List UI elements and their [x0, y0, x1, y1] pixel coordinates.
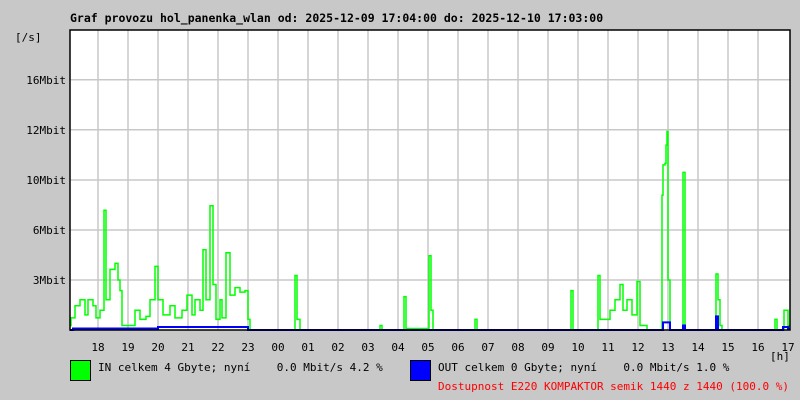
- plot-frame: [69, 29, 791, 331]
- x-tick-label: 14: [691, 341, 705, 354]
- x-tick-label: 17: [781, 341, 794, 354]
- legend-out-swatch: [410, 360, 431, 381]
- availability-text: Dostupnost E220 KOMPAKTOR semik 1440 z 1…: [438, 380, 789, 393]
- x-tick-label: 05: [421, 341, 434, 354]
- x-tick-label: 09: [541, 341, 554, 354]
- x-tick-label: 08: [511, 341, 524, 354]
- x-tick-label: 04: [391, 341, 405, 354]
- y-tick-label: 12Mbit: [26, 124, 66, 137]
- y-tick-label: 16Mbit: [26, 74, 66, 87]
- x-tick-label: 12: [631, 341, 644, 354]
- x-tick-label: 00: [271, 341, 284, 354]
- x-tick-label: 11: [601, 341, 614, 354]
- y-tick-label: 3Mbit: [33, 274, 66, 287]
- x-tick-label: 15: [721, 341, 734, 354]
- x-tick-label: 18: [91, 341, 104, 354]
- y-tick-label: 6Mbit: [33, 224, 66, 237]
- x-tick-label: 21: [181, 341, 194, 354]
- x-tick-label: 16: [751, 341, 764, 354]
- x-tick-label: 03: [361, 341, 374, 354]
- x-tick-label: 07: [481, 341, 494, 354]
- legend-in-swatch: [70, 360, 91, 381]
- legend-in-text: IN celkem 4 Gbyte; nyní 0.0 Mbit/s 4.2 %: [98, 361, 383, 374]
- x-tick-label: 06: [451, 341, 464, 354]
- y-axis-unit: [/s]: [15, 31, 42, 44]
- x-tick-label: 23: [241, 341, 254, 354]
- x-tick-label: 10: [571, 341, 584, 354]
- x-tick-label: 22: [211, 341, 224, 354]
- x-tick-label: 20: [151, 341, 164, 354]
- y-tick-label: 10Mbit: [26, 174, 66, 187]
- x-tick-label: 02: [331, 341, 344, 354]
- legend-out-text: OUT celkem 0 Gbyte; nyní 0.0 Mbit/s 1.0 …: [438, 361, 730, 374]
- x-axis-unit: [h]: [770, 350, 790, 363]
- x-tick-label: 13: [661, 341, 674, 354]
- chart-title: Graf provozu hol_panenka_wlan od: 2025-1…: [70, 11, 604, 25]
- x-tick-label: 01: [301, 341, 314, 354]
- x-tick-label: 19: [121, 341, 134, 354]
